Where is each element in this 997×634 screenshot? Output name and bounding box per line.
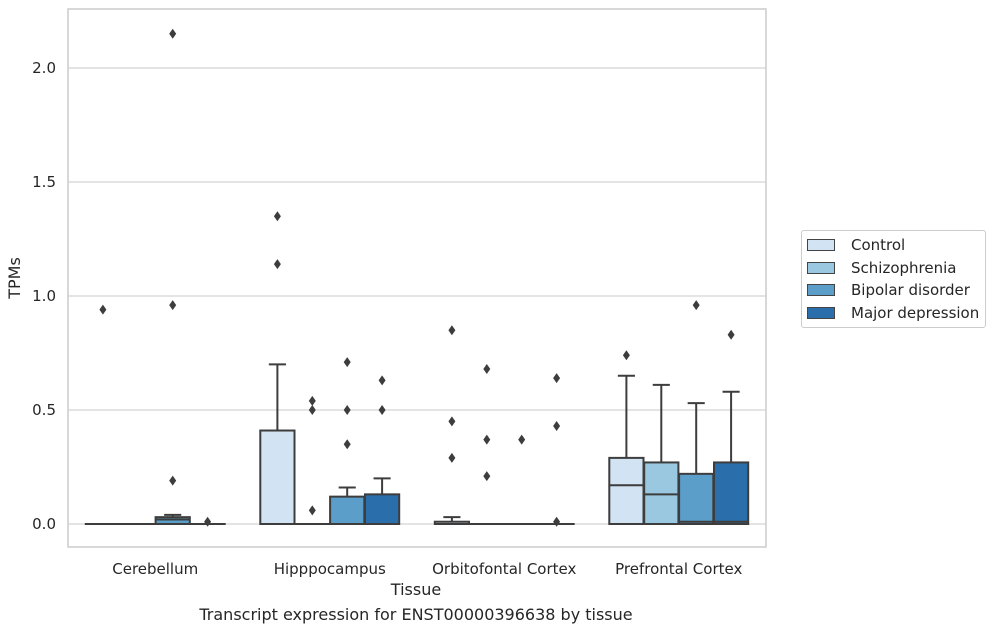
outlier-point (483, 363, 491, 374)
legend-swatch (807, 239, 835, 252)
box-rect (259, 429, 296, 525)
box-rect (363, 493, 401, 525)
legend-label: Major depression (851, 303, 980, 322)
outlier-point (343, 439, 351, 450)
box-control (84, 304, 122, 526)
outlier-point (448, 416, 456, 427)
box-bipolar-disorder (678, 300, 715, 525)
box-bipolar-disorder (154, 28, 191, 525)
outlier-point (727, 329, 735, 340)
outlier-point (448, 325, 456, 336)
box-schizophrenia (294, 395, 331, 526)
box-control (433, 325, 471, 525)
legend-label: Bipolar disorder (851, 281, 970, 300)
box-control (259, 211, 296, 525)
legend-item: Bipolar disorder (802, 279, 985, 302)
y-tick-label: 0.0 (32, 515, 56, 533)
x-tick-label: Prefrontal Cortex (615, 560, 742, 578)
legend-swatch (807, 261, 835, 274)
outlier-point (553, 420, 561, 431)
outlier-point (169, 475, 177, 486)
outlier-point (553, 373, 561, 384)
box-rect (154, 516, 191, 525)
legend-label: Schizophrenia (851, 258, 957, 277)
x-tick-label: Hipppocampus (274, 560, 386, 578)
y-axis-label: TPMs (5, 257, 24, 300)
y-tick-label: 1.5 (32, 173, 56, 191)
legend: Control Schizophrenia Bipolar disorder Majo… (801, 230, 986, 328)
legend-label: Control (851, 236, 906, 255)
x-tick-label: Cerebellum (112, 560, 198, 578)
x-axis-label: Tissue (390, 580, 441, 599)
outlier-point (273, 211, 281, 222)
y-tick-label: 2.0 (32, 59, 56, 77)
outlier-point (308, 505, 316, 516)
outlier-point (378, 375, 386, 386)
box-rect (643, 461, 680, 526)
outlier-point (483, 434, 491, 445)
box-bipolar-disorder (329, 357, 366, 526)
y-tick-labels: 0.0 0.5 1.0 1.5 2.0 (32, 59, 56, 533)
legend-item: Control (802, 234, 985, 257)
figure-caption: Transcript expression for ENST0000039663… (199, 605, 633, 624)
legend-swatch (807, 306, 835, 319)
x-tick-labels: Cerebellum Hipppocampus Orbitofontal Corte… (112, 560, 742, 578)
box-rect (712, 461, 750, 526)
outlier-point (518, 434, 526, 445)
outlier-point (99, 304, 107, 315)
x-tick-label: Orbitofontal Cortex (432, 560, 576, 578)
y-tick-label: 0.5 (32, 401, 56, 419)
outlier-point (343, 405, 351, 415)
outlier-point (378, 405, 386, 415)
box-rect (678, 472, 715, 525)
y-tick-label: 1.0 (32, 287, 56, 305)
outlier-point (692, 300, 700, 311)
outlier-point (308, 395, 316, 406)
legend-item: Schizophrenia (802, 257, 985, 280)
outlier-point (169, 28, 177, 39)
plot-frame (67, 8, 767, 548)
legend-item: Major depression (802, 302, 985, 325)
outlier-point (448, 452, 456, 463)
box-schizophrenia (643, 383, 680, 526)
box-schizophrenia (468, 363, 505, 526)
box-major-depression (538, 373, 575, 527)
box-major-depression (712, 329, 750, 526)
outlier-point (622, 350, 630, 361)
outlier-point (553, 516, 561, 527)
box-major-depression (189, 516, 226, 527)
box-control (608, 350, 645, 526)
box-major-depression (363, 375, 401, 525)
box-rect (329, 495, 366, 526)
outlier-point (204, 516, 212, 527)
box-bipolar-disorder (503, 434, 540, 526)
outlier-point (308, 405, 316, 415)
outlier-point (483, 471, 491, 482)
outlier-point (343, 357, 351, 368)
box-rect (608, 456, 645, 526)
outlier-point (169, 300, 177, 311)
legend-swatch (807, 284, 835, 297)
outlier-point (273, 259, 281, 270)
plot-marks (84, 28, 750, 527)
